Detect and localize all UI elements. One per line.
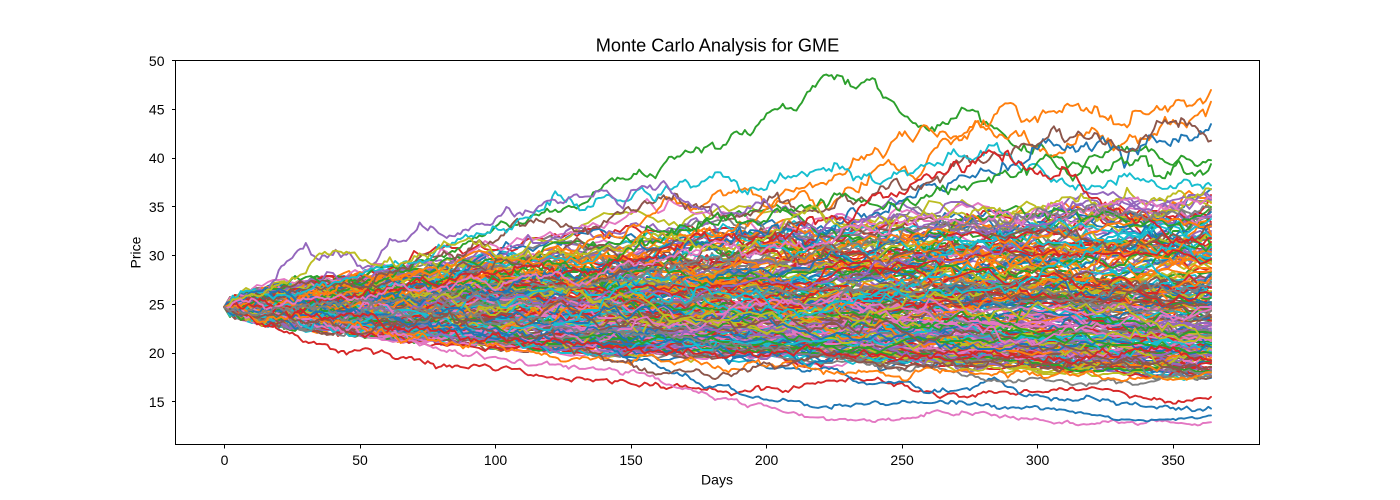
svg-text:Monte Carlo Analysis for GME: Monte Carlo Analysis for GME — [596, 36, 840, 56]
svg-text:350: 350 — [1161, 452, 1185, 468]
svg-text:50: 50 — [149, 53, 165, 69]
svg-text:300: 300 — [1026, 452, 1050, 468]
svg-text:50: 50 — [352, 452, 368, 468]
svg-text:200: 200 — [755, 452, 779, 468]
svg-text:15: 15 — [149, 394, 165, 410]
svg-text:30: 30 — [149, 248, 165, 264]
svg-text:Days: Days — [701, 472, 733, 488]
svg-text:25: 25 — [149, 296, 165, 312]
svg-text:100: 100 — [484, 452, 508, 468]
svg-text:45: 45 — [149, 102, 165, 118]
svg-text:150: 150 — [619, 452, 643, 468]
svg-text:Price: Price — [128, 236, 144, 268]
svg-text:0: 0 — [221, 452, 229, 468]
svg-text:250: 250 — [890, 452, 914, 468]
svg-text:40: 40 — [149, 150, 165, 166]
svg-text:35: 35 — [149, 199, 165, 215]
svg-text:20: 20 — [149, 345, 165, 361]
